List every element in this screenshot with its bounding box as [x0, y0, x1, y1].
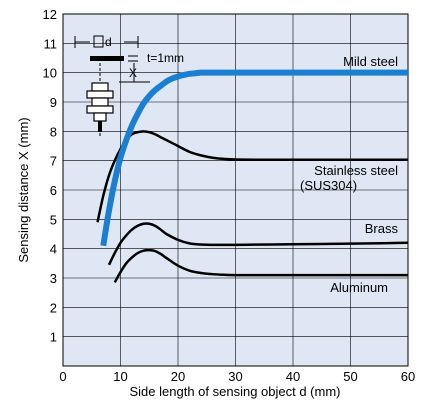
series-labels: Mild steel Stainless steel(SUS304) Brass Al… [300, 54, 398, 295]
x-tick-label: 50 [343, 369, 357, 384]
x-tick-label: 20 [171, 369, 185, 384]
y-tick-label: 1 [50, 330, 57, 345]
x-axis-label: Side length of sensing object d (mm) [130, 384, 341, 399]
series-line-stainless-steel [96, 130, 408, 223]
proximity-sensor-icon [86, 63, 114, 136]
y-axis-label: Sensing distance X (mm) [16, 117, 31, 262]
y-tick-label: 2 [50, 300, 57, 315]
thickness-label: t=1mm [147, 51, 184, 65]
y-tick-label: 6 [50, 183, 57, 198]
side-length-label: d [105, 35, 112, 49]
sensor-inset-diagram: d t=1mm X [74, 35, 184, 136]
thickness-dimension: t=1mm [128, 51, 184, 65]
x-tick-label: 40 [286, 369, 300, 384]
distance-label: X [129, 66, 137, 80]
target-plate [90, 56, 124, 61]
y-tick-label: 10 [43, 66, 57, 81]
distance-dimension: X [119, 63, 150, 83]
x-tick-label: 60 [401, 369, 415, 384]
series-line-brass [107, 222, 409, 266]
x-tick-label: 30 [228, 369, 242, 384]
series-label-mild-steel: Mild steel [343, 54, 398, 69]
series-line-mild-steel [100, 69, 408, 247]
y-tick-label: 3 [50, 271, 57, 286]
x-tick-label: 0 [59, 369, 66, 384]
y-tick-label: 12 [43, 7, 57, 22]
series-label-stainless-steel: Stainless steel [314, 163, 398, 178]
side-length-dimension: d [74, 35, 139, 49]
y-tick-label: 11 [44, 36, 58, 51]
series-line-aluminum [113, 248, 408, 284]
y-tick-label: 7 [50, 154, 57, 169]
series-label-aluminum: Aluminum [330, 280, 388, 295]
series-group [96, 69, 409, 284]
y-tick-label: 4 [50, 242, 57, 257]
x-tick-label: 10 [113, 369, 127, 384]
y-tick-label: 9 [50, 95, 57, 110]
y-tick-label: 8 [50, 124, 57, 139]
series-label-brass: Brass [365, 221, 399, 236]
y-tick-label: 5 [50, 212, 57, 227]
plot-frame [62, 13, 409, 367]
series-label-stainless-steel-grade: (SUS304) [300, 178, 357, 193]
